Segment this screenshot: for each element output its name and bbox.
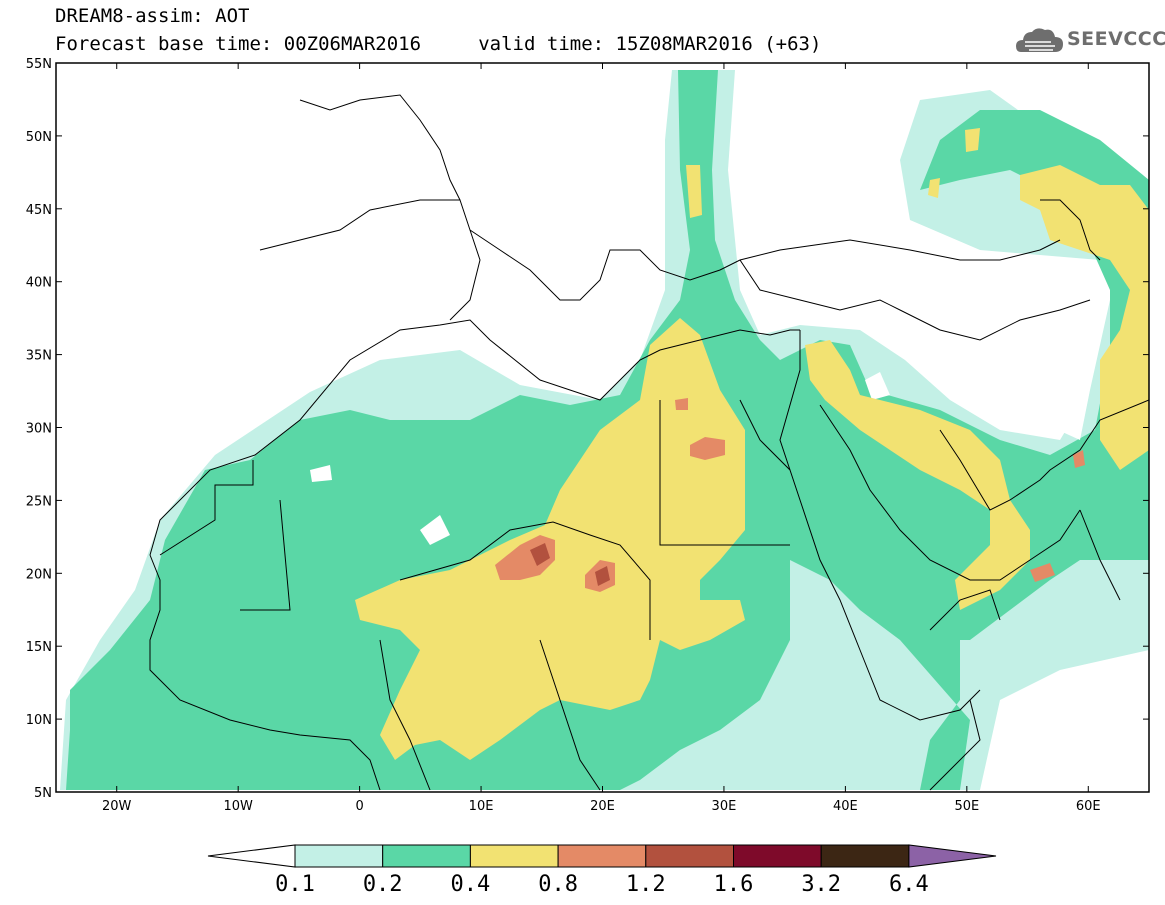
y-tick-label: 45N bbox=[26, 203, 52, 218]
forecast-times: Forecast base time: 00Z06MAR2016 valid t… bbox=[55, 33, 822, 55]
y-tick-label: 10N bbox=[26, 713, 52, 728]
y-tick-label: 40N bbox=[26, 276, 52, 291]
y-tick-label: 55N bbox=[26, 57, 52, 72]
x-tick-label: 20W bbox=[102, 799, 132, 814]
y-tick-label: 30N bbox=[26, 422, 52, 437]
colorbar-level-label: 3.2 bbox=[801, 872, 841, 897]
colorbar-swatch bbox=[645, 844, 734, 868]
colorbar-level-label: 1.6 bbox=[714, 872, 754, 897]
x-tick-label: 20E bbox=[590, 799, 615, 814]
x-tick-label: 60E bbox=[1076, 799, 1101, 814]
y-tick-label: 25N bbox=[26, 494, 52, 509]
seevccc-logo: SEEVCCC bbox=[1015, 24, 1165, 58]
colorbar-swatch bbox=[382, 844, 471, 868]
colorbar-level-label: 6.4 bbox=[889, 872, 929, 897]
x-tick-label: 10E bbox=[469, 799, 494, 814]
coastlines bbox=[149, 94, 1149, 791]
colorbar-swatch bbox=[820, 844, 910, 868]
map-axes: 20W 10W 0 10E 20E 30E 40E 50E 60E 5N 10N 15N 20N 25N 3… bbox=[26, 57, 1149, 814]
x-tick-label: 30E bbox=[712, 799, 737, 814]
y-tick-label: 50N bbox=[26, 130, 52, 145]
x-tick-label: 10W bbox=[223, 799, 253, 814]
cloud-icon bbox=[1016, 28, 1063, 52]
colorbar-swatch bbox=[294, 844, 384, 868]
aot-field bbox=[60, 70, 1149, 791]
map-title: DREAM8-assim: AOT bbox=[55, 5, 250, 27]
y-tick-label: 35N bbox=[26, 349, 52, 364]
colorbar-level-label: 0.8 bbox=[538, 872, 578, 897]
x-tick-label: 50E bbox=[954, 799, 979, 814]
x-tick-label: 40E bbox=[833, 799, 858, 814]
colorbar-swatch bbox=[557, 844, 647, 868]
colorbar: 0.1 0.2 0.4 0.8 1.2 1.6 3.2 6.4 bbox=[207, 844, 997, 897]
y-tick-label: 20N bbox=[26, 567, 52, 582]
x-tick-label: 0 bbox=[355, 799, 363, 814]
colorbar-level-label: 1.2 bbox=[626, 872, 666, 897]
colorbar-swatch bbox=[469, 844, 559, 868]
y-tick-label: 5N bbox=[34, 786, 52, 801]
colorbar-swatch bbox=[733, 844, 822, 868]
colorbar-low-extend bbox=[207, 844, 296, 868]
colorbar-high-extend bbox=[908, 844, 997, 868]
logo-text: SEEVCCC bbox=[1067, 28, 1165, 50]
colorbar-level-label: 0.1 bbox=[275, 872, 315, 897]
colorbar-level-label: 0.2 bbox=[363, 872, 403, 897]
colorbar-level-label: 0.4 bbox=[451, 872, 491, 897]
y-tick-label: 15N bbox=[26, 640, 52, 655]
